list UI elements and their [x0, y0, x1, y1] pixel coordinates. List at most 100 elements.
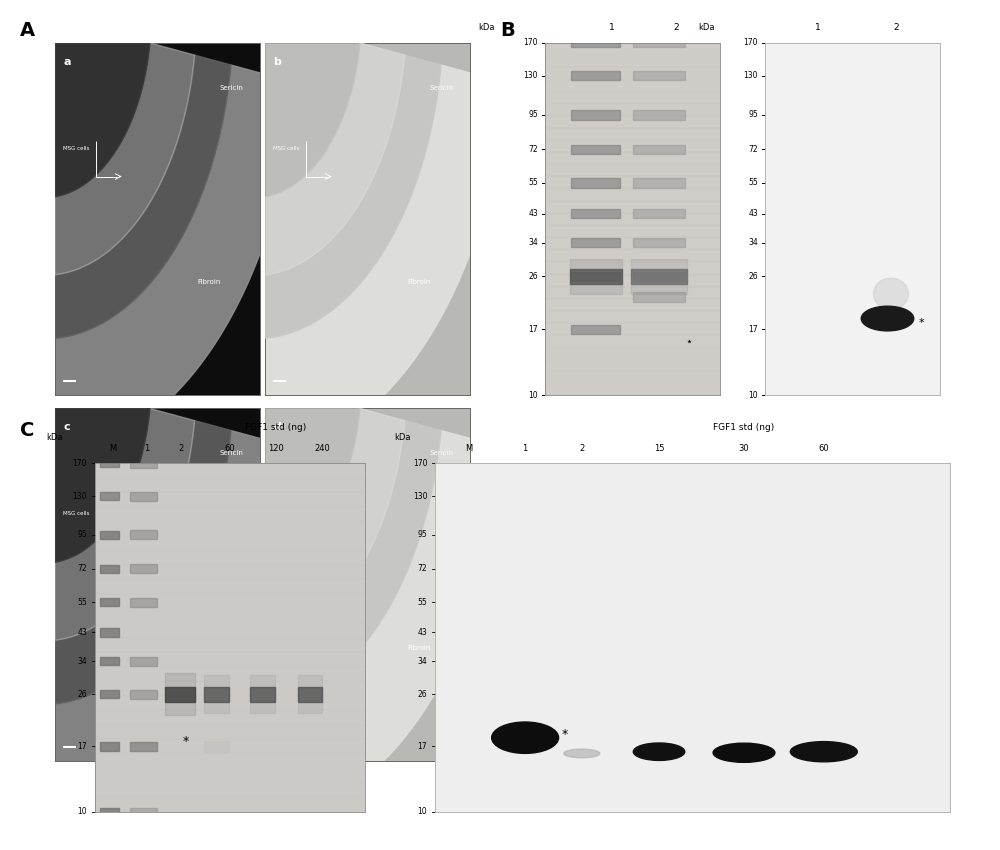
- Bar: [100, 492, 119, 501]
- Text: 2: 2: [893, 23, 899, 32]
- Text: kDa: kDa: [698, 23, 715, 32]
- Text: 130: 130: [72, 492, 87, 501]
- Text: 34: 34: [418, 657, 427, 666]
- Bar: [204, 687, 229, 702]
- Text: 55: 55: [77, 598, 87, 607]
- Text: 26: 26: [528, 272, 538, 280]
- Text: 26: 26: [748, 272, 758, 280]
- Bar: [631, 258, 687, 294]
- Bar: [100, 459, 119, 468]
- Text: 95: 95: [528, 110, 538, 120]
- Text: 130: 130: [524, 71, 538, 81]
- Ellipse shape: [790, 741, 857, 762]
- Text: 34: 34: [77, 657, 87, 666]
- Bar: [571, 38, 620, 47]
- Polygon shape: [96, 421, 441, 705]
- Polygon shape: [0, 380, 150, 564]
- Text: 170: 170: [524, 38, 538, 47]
- Text: *: *: [561, 728, 567, 740]
- Text: Fibroin: Fibroin: [407, 280, 430, 286]
- Bar: [571, 110, 620, 120]
- Bar: [631, 269, 687, 284]
- Text: 72: 72: [528, 145, 538, 154]
- Text: FGF1 std (ng): FGF1 std (ng): [713, 423, 775, 432]
- Text: FGF1 std (ng): FGF1 std (ng): [245, 423, 307, 432]
- Bar: [130, 657, 157, 666]
- Bar: [130, 689, 157, 699]
- Polygon shape: [0, 421, 231, 705]
- Text: 17: 17: [418, 742, 427, 751]
- Text: 95: 95: [77, 530, 87, 540]
- Bar: [165, 687, 195, 702]
- Text: 130: 130: [744, 71, 758, 81]
- Text: 95: 95: [418, 530, 427, 540]
- Bar: [250, 675, 275, 713]
- Text: A: A: [20, 21, 35, 40]
- Text: MSG cells: MSG cells: [273, 146, 300, 150]
- Text: 240: 240: [314, 444, 330, 453]
- Ellipse shape: [564, 749, 600, 758]
- Text: 130: 130: [413, 492, 427, 501]
- Text: MSG cells: MSG cells: [273, 512, 300, 516]
- Bar: [130, 808, 157, 816]
- Bar: [100, 564, 119, 573]
- Text: 2: 2: [673, 23, 679, 32]
- Polygon shape: [165, 14, 360, 198]
- Polygon shape: [55, 408, 260, 761]
- Text: B: B: [500, 21, 515, 40]
- Bar: [250, 687, 275, 702]
- Bar: [571, 325, 620, 334]
- Bar: [130, 742, 157, 751]
- Bar: [130, 598, 157, 607]
- Text: *: *: [182, 734, 189, 748]
- Text: 55: 55: [418, 598, 427, 607]
- Ellipse shape: [633, 743, 685, 761]
- Polygon shape: [38, 431, 508, 821]
- Text: c: c: [63, 422, 70, 432]
- Bar: [633, 110, 685, 120]
- Bar: [165, 673, 195, 715]
- Text: kDa: kDa: [394, 434, 410, 442]
- Bar: [633, 272, 685, 280]
- Text: $\star$: $\star$: [685, 335, 692, 345]
- Polygon shape: [165, 380, 360, 564]
- Bar: [100, 657, 119, 666]
- Text: 72: 72: [77, 564, 87, 574]
- Polygon shape: [0, 431, 298, 821]
- Bar: [130, 742, 157, 751]
- Text: 15: 15: [654, 444, 664, 453]
- Text: 72: 72: [418, 564, 427, 574]
- Bar: [204, 741, 229, 751]
- Text: 95: 95: [748, 110, 758, 120]
- Text: 43: 43: [77, 628, 87, 637]
- Text: MSG cells: MSG cells: [63, 512, 90, 516]
- Bar: [298, 675, 322, 713]
- Ellipse shape: [492, 722, 559, 753]
- Text: Sericin: Sericin: [430, 450, 454, 456]
- Text: 60: 60: [819, 444, 829, 453]
- Bar: [204, 675, 229, 713]
- Bar: [571, 71, 620, 81]
- Text: Sericin: Sericin: [220, 85, 244, 91]
- Text: 26: 26: [77, 689, 87, 699]
- Polygon shape: [55, 42, 260, 395]
- Text: 17: 17: [748, 325, 758, 334]
- Text: 43: 43: [418, 628, 427, 637]
- Text: Fibroin: Fibroin: [197, 280, 220, 286]
- Bar: [571, 238, 620, 247]
- Bar: [570, 258, 622, 294]
- Polygon shape: [127, 409, 405, 641]
- Bar: [633, 38, 685, 47]
- Text: kDa: kDa: [46, 434, 63, 442]
- Bar: [633, 209, 685, 218]
- Polygon shape: [38, 65, 508, 456]
- Text: 43: 43: [748, 209, 758, 218]
- Bar: [100, 530, 119, 539]
- Text: 60: 60: [225, 444, 235, 453]
- Bar: [633, 144, 685, 154]
- Text: 120: 120: [268, 444, 284, 453]
- Ellipse shape: [713, 743, 775, 762]
- Bar: [130, 459, 157, 468]
- Text: d: d: [273, 422, 281, 432]
- Text: 43: 43: [528, 209, 538, 218]
